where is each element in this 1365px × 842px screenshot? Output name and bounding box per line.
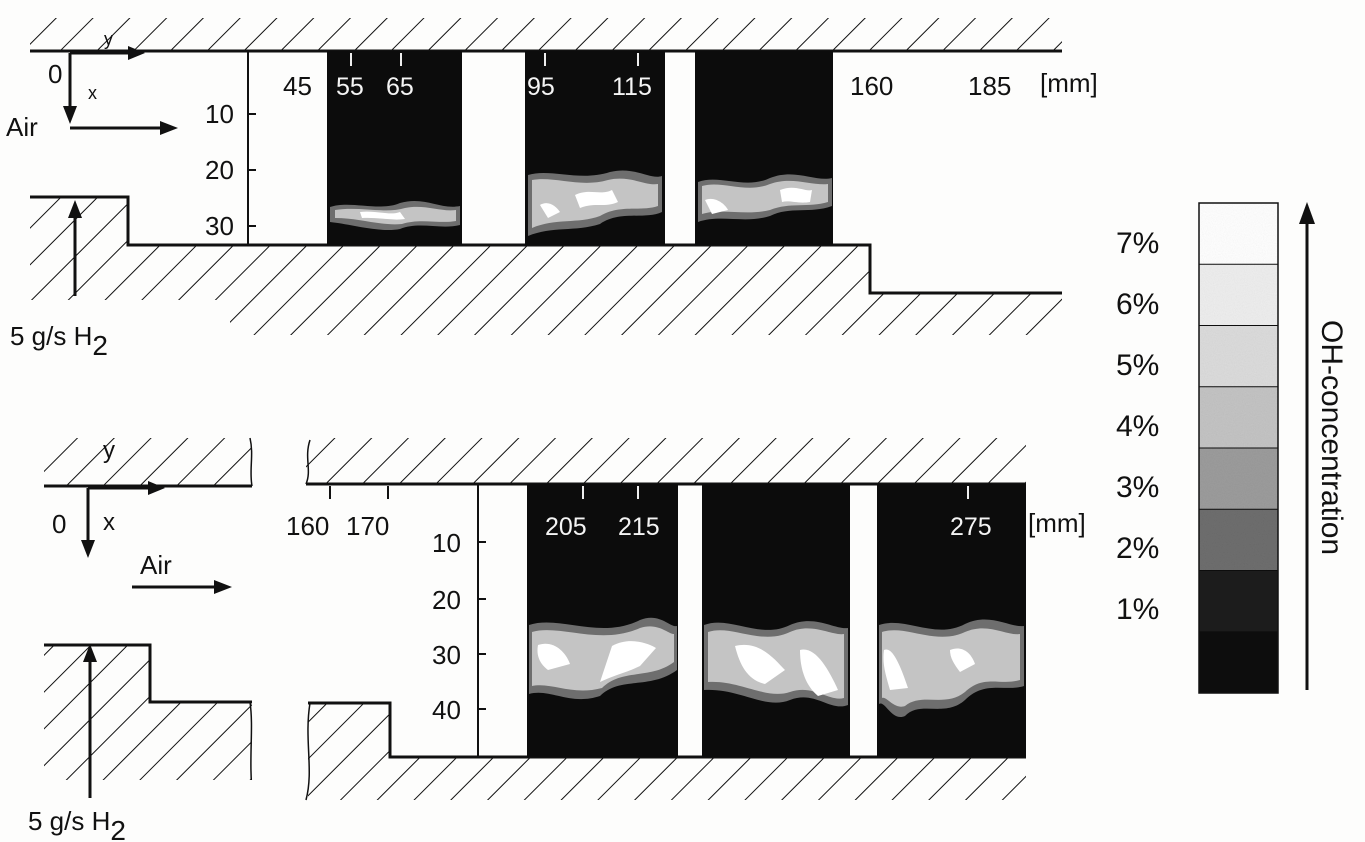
tick-label: 55 <box>336 73 364 101</box>
top-y-ticks: 45 55 65 95 115 160 185 [mm] <box>283 53 1098 101</box>
legend-level-label: 1% <box>1116 593 1159 626</box>
legend-level-label: 7% <box>1116 227 1159 260</box>
bottom-x-ticks: 10 20 30 40 <box>432 528 486 725</box>
legend-level-label: 2% <box>1116 532 1159 565</box>
tick-label: 10 <box>432 528 461 558</box>
bottom-h2-label: 5 g/s H2 <box>28 806 126 842</box>
oh-concentration-legend: 7% 6% 5% 4% 3% 2% 1% OH-concentration <box>1116 202 1348 694</box>
top-oh-image-1 <box>327 51 462 245</box>
top-x-ticks: 10 20 30 <box>205 99 256 241</box>
legend-swatch <box>1198 325 1279 388</box>
legend-swatch <box>1198 447 1279 510</box>
tick-label: 95 <box>527 73 555 101</box>
bottom-right-lower-hatch <box>308 703 1026 800</box>
legend-level-label: 3% <box>1116 471 1159 504</box>
tick-label: 215 <box>618 513 660 541</box>
bottom-left-upper-hatch <box>44 438 252 486</box>
top-h2-label: 5 g/s H2 <box>10 321 108 361</box>
tick-label: 45 <box>283 71 312 101</box>
top-axis-x-label: x <box>88 83 97 103</box>
bottom-axis-y-label: y <box>103 437 115 464</box>
bottom-air-label: Air <box>140 550 172 580</box>
tick-label: 170 <box>346 511 389 541</box>
top-air-label: Air <box>6 112 38 142</box>
legend-level-label: 5% <box>1116 349 1159 382</box>
tick-label: 65 <box>386 73 414 101</box>
legend-swatch <box>1198 386 1279 449</box>
legend-color-bar <box>1198 202 1279 694</box>
tick-label: 205 <box>545 513 587 541</box>
tick-label: 10 <box>205 99 234 129</box>
legend-swatch <box>1198 263 1279 326</box>
tick-label: 40 <box>432 695 461 725</box>
tick-label: 185 <box>968 71 1011 101</box>
top-origin-label: 0 <box>48 59 62 89</box>
bottom-combustor-diagram: y x 0 Air 5 g/s H2 160 170 205 215 275 [… <box>28 437 1086 842</box>
top-oh-image-3 <box>695 51 833 245</box>
top-axis-y-label: y <box>104 29 113 49</box>
tick-label: 275 <box>950 513 992 541</box>
legend-swatch <box>1198 202 1279 265</box>
bottom-left-lower-hatch <box>44 645 252 810</box>
bottom-origin-label: 0 <box>52 509 66 539</box>
top-oh-image-2 <box>525 51 665 245</box>
top-upper-wall-hatch <box>30 18 1062 50</box>
bottom-oh-image-1 <box>527 484 678 757</box>
top-units-label: [mm] <box>1040 68 1098 98</box>
bottom-y-ticks: 160 170 205 215 275 [mm] <box>286 486 1086 541</box>
top-combustor-diagram: y x 0 Air 5 g/s H2 45 55 65 95 115 160 1… <box>6 18 1098 361</box>
tick-label: 20 <box>205 155 234 185</box>
bottom-oh-image-2 <box>702 484 850 757</box>
top-lower-wall-hatch <box>30 197 1062 335</box>
tick-label: 20 <box>432 585 461 615</box>
bottom-oh-image-3 <box>877 484 1026 757</box>
bottom-units-label: [mm] <box>1028 508 1086 538</box>
legend-level-label: 4% <box>1116 410 1159 443</box>
tick-label: 115 <box>612 73 652 101</box>
tick-label: 30 <box>432 640 461 670</box>
legend-swatch <box>1198 570 1279 633</box>
top-lower-wall-line <box>30 195 1062 295</box>
legend-level-label: 6% <box>1116 288 1159 321</box>
legend-swatch <box>1198 631 1279 694</box>
tick-label: 160 <box>850 71 893 101</box>
bottom-axis-x-label: x <box>103 509 115 536</box>
tick-label: 30 <box>205 211 234 241</box>
tick-label: 160 <box>286 511 329 541</box>
legend-swatch <box>1198 508 1279 571</box>
legend-title: OH-concentration <box>1315 320 1348 555</box>
bottom-right-upper-hatch <box>306 438 1026 484</box>
